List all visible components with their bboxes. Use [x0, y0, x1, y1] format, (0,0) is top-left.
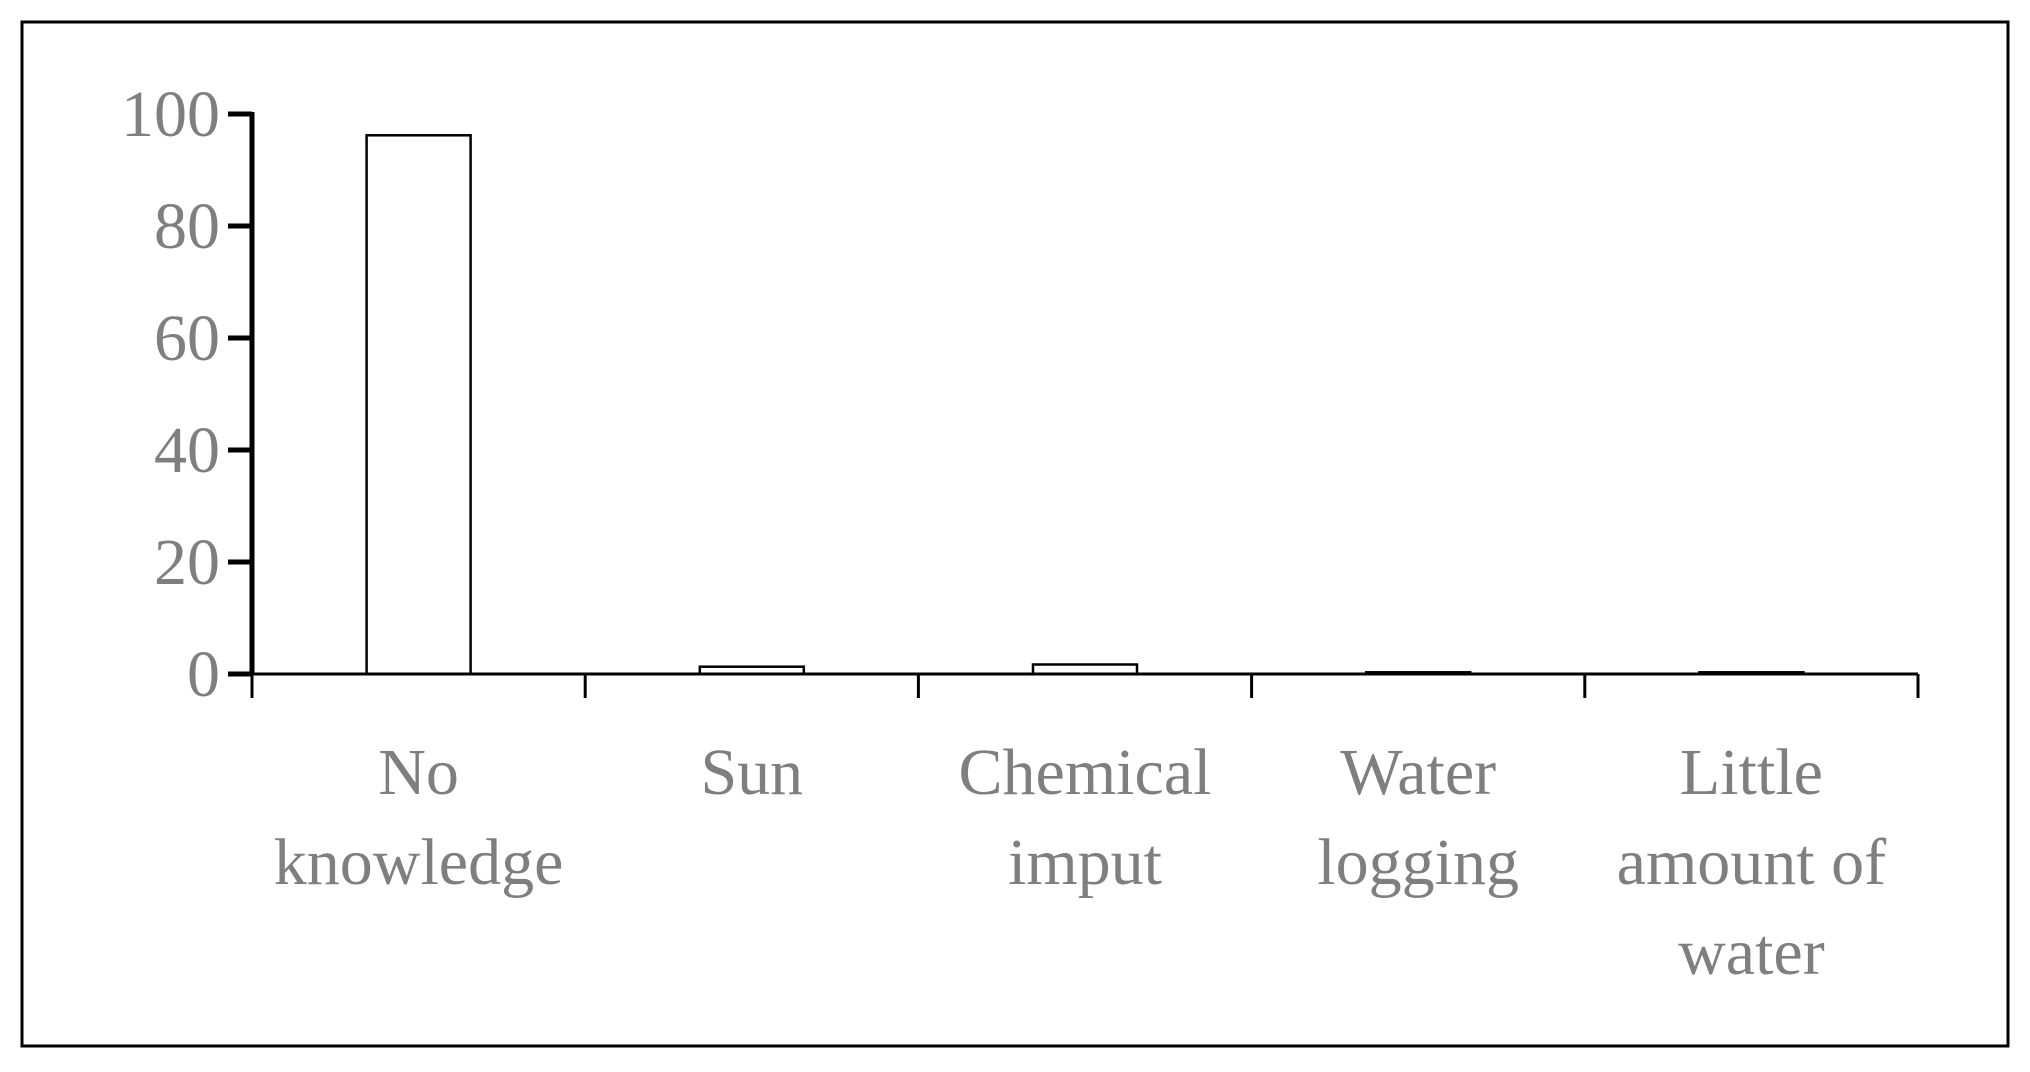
x-tick-label: logging — [1317, 826, 1519, 899]
plot-area: 0 20 40 60 80 100 No knowledge Sun Chemical imput W… — [121, 78, 1920, 989]
bar — [365, 134, 472, 676]
y-tick-label: 100 — [121, 78, 220, 151]
y-tick-label: 20 — [154, 526, 220, 599]
x-tick-label: imput — [1008, 826, 1162, 899]
x-tick-label: Sun — [700, 736, 803, 809]
x-tick-label: knowledge — [274, 826, 564, 899]
x-tick-label: amount of — [1617, 826, 1886, 899]
chart-border — [20, 20, 2010, 1048]
y-tick-label: 0 — [187, 638, 220, 711]
x-tick-label: Chemical — [959, 736, 1212, 809]
x-tick-label: Little — [1680, 736, 1823, 809]
y-tick-label: 60 — [154, 302, 220, 375]
x-tick-label: No — [378, 736, 459, 809]
y-tick-label: 40 — [154, 414, 220, 487]
y-tick-label: 80 — [154, 190, 220, 263]
x-tick-label: water — [1678, 916, 1825, 989]
x-tick-label: Water — [1340, 736, 1496, 809]
